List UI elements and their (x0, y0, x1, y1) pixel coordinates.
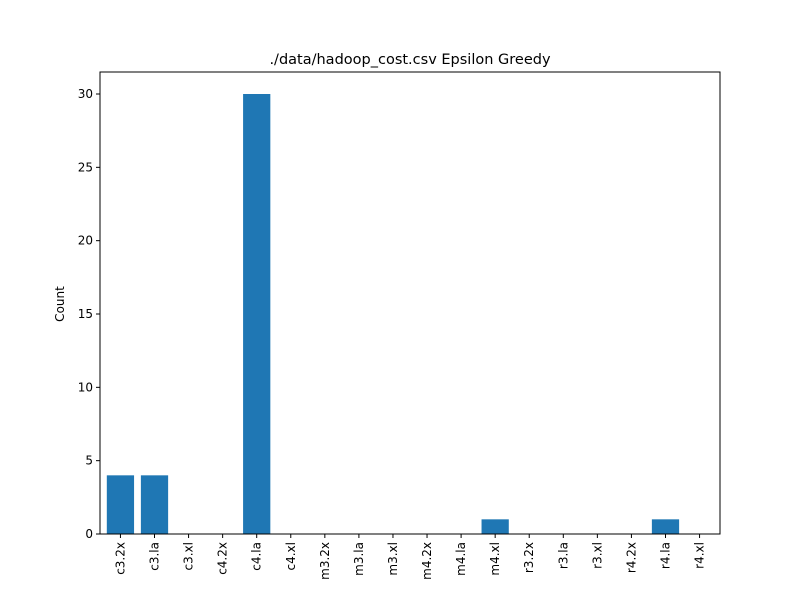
x-tick-label: c4.2x (216, 542, 230, 575)
bar-c4.la (243, 94, 271, 534)
x-tick-label: m3.la (352, 542, 366, 576)
bar-m4.xl (481, 519, 509, 534)
x-tick-label: m4.xl (488, 542, 502, 576)
x-tick-label: r4.2x (624, 542, 638, 573)
x-tick-label: m4.la (454, 542, 468, 576)
x-axis: c3.2x c3.la c3.xl c4.2x c4.la c4.xl m3.2x m3.la… (113, 534, 707, 580)
bar-c3.la (140, 475, 169, 534)
bars-group (106, 94, 680, 534)
chart-title: ./data/hadoop_cost.csv Epsilon Greedy (269, 52, 550, 68)
y-tick-label: 15 (78, 307, 93, 321)
x-tick-label: c3.2x (113, 542, 127, 575)
x-tick-label: c3.xl (182, 542, 196, 570)
plot-frame (99, 71, 721, 535)
x-tick-label: r3.xl (590, 542, 604, 569)
y-tick-label: 20 (78, 234, 93, 248)
x-tick-label: c4.la (250, 542, 264, 571)
x-tick-label: r4.la (658, 542, 672, 569)
x-tick-label: c3.la (148, 542, 162, 571)
y-axis: 0 5 10 15 20 25 30 (78, 87, 100, 541)
bar-c3.2x (106, 475, 135, 534)
x-tick-label: m3.xl (386, 542, 400, 576)
x-tick-label: m3.2x (318, 542, 332, 580)
y-tick-label: 10 (78, 380, 93, 394)
y-tick-label: 0 (85, 527, 93, 541)
y-axis-label: Count (53, 286, 67, 322)
y-tick-label: 5 (85, 454, 93, 468)
x-tick-label: c4.xl (284, 542, 298, 570)
bar-r4.la (651, 519, 680, 534)
y-tick-label: 30 (78, 87, 93, 101)
x-tick-label: r4.xl (693, 542, 707, 569)
x-tick-label: m4.2x (420, 542, 434, 580)
x-tick-label: r3.la (556, 542, 570, 569)
y-tick-label: 25 (78, 160, 93, 174)
x-tick-label: r3.2x (522, 542, 536, 573)
